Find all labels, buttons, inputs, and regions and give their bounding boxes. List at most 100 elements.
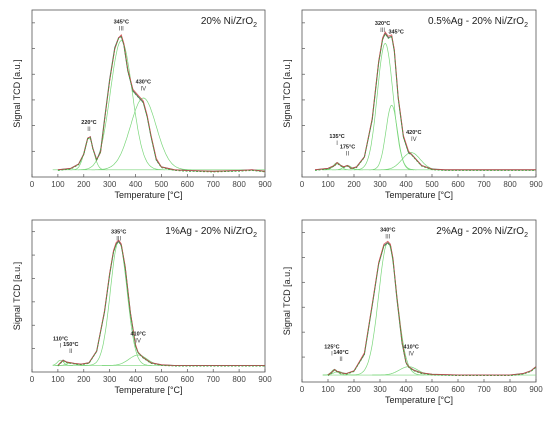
gaussian-component-3 <box>354 42 417 171</box>
gaussian-component-1 <box>52 359 73 366</box>
x-axis-label: Temperature [°C] <box>114 190 182 200</box>
peak-temperature-label: 220°C <box>81 120 96 126</box>
peak-roman-label: II <box>69 349 73 355</box>
fit-curve <box>57 239 265 366</box>
peak-temperature-label: 320°C <box>375 21 390 27</box>
x-tick-label: 800 <box>503 385 517 394</box>
chart-panel-3: 0 100 200 300 400 500 600 700 800 900 Temperature … <box>12 219 272 395</box>
gaussian-component-4 <box>368 104 415 171</box>
peak-temperature-label: 410°C <box>130 331 145 337</box>
peak-roman-label: IV <box>408 352 414 358</box>
x-tick-label: 600 <box>181 180 195 189</box>
x-axis-label: Temperature [°C] <box>385 395 453 405</box>
x-tick-label: 200 <box>347 385 361 394</box>
plot-frame <box>301 219 537 383</box>
y-axis-label: Signal TCD [a.u.] <box>282 267 292 335</box>
x-tick-label: 200 <box>77 180 91 189</box>
x-tick-label: 800 <box>232 180 246 189</box>
x-tick-label: 500 <box>425 180 439 189</box>
plot-frame <box>301 9 537 178</box>
envelope-curve <box>57 241 265 367</box>
fit-curve <box>57 34 266 172</box>
peak-temperature-label: 430°C <box>136 80 151 86</box>
x-tick-label: 600 <box>451 180 465 189</box>
x-tick-label: 300 <box>373 385 387 394</box>
peak-temperature-label: 110°C <box>53 337 68 343</box>
chart-panel-2: 0 100 200 300 400 500 600 700 800 900 Temperature … <box>282 9 543 200</box>
x-tick-label: 700 <box>207 375 221 384</box>
x-tick-label: 100 <box>321 180 335 189</box>
chart-panel-4: 0 100 200 300 400 500 600 700 800 900 Temperature … <box>282 219 543 405</box>
fit-curve <box>314 31 536 171</box>
peak-temperature-label: 340°C <box>380 228 395 234</box>
x-tick-label: 600 <box>181 375 195 384</box>
chart-title: 1%Ag - 20% Ni/ZrO2 <box>165 226 257 239</box>
experimental-curve <box>57 240 265 367</box>
gaussian-component-3 <box>85 240 152 366</box>
peak-roman-label: I <box>60 344 62 350</box>
x-tick-label: 500 <box>425 385 439 394</box>
x-tick-label: 100 <box>51 375 65 384</box>
x-tick-label: 100 <box>321 385 335 394</box>
peak-roman-label: II <box>87 127 91 133</box>
x-tick-label: 700 <box>477 385 491 394</box>
x-axis-label: Temperature [°C] <box>385 190 453 200</box>
x-tick-label: 900 <box>529 180 543 189</box>
peak-roman-label: II <box>339 357 343 363</box>
x-axis-label: Temperature [°C] <box>114 385 182 395</box>
chart-title-subscript: 2 <box>253 232 257 239</box>
x-tick-label: 0 <box>30 180 35 189</box>
peak-temperature-label: 345°C <box>114 19 129 25</box>
chart-title-subscript: 2 <box>524 232 528 239</box>
peak-roman-label: IV <box>411 137 417 143</box>
peak-roman-label: III <box>119 26 124 32</box>
peak-roman-label: III <box>385 235 390 241</box>
chart-title: 2%Ag - 20% Ni/ZrO2 <box>436 226 528 239</box>
experimental-curve <box>327 241 537 376</box>
peak-roman-label: IV <box>135 338 141 344</box>
gaussian-component-5 <box>374 152 448 171</box>
x-tick-label: 400 <box>399 385 413 394</box>
x-tick-label: 900 <box>258 180 272 189</box>
x-tick-label: 300 <box>103 375 117 384</box>
x-tick-label: 100 <box>51 180 65 189</box>
peak-roman-label: III <box>380 28 385 34</box>
x-tick-label: 0 <box>300 180 305 189</box>
chart-title-subscript: 2 <box>253 22 257 29</box>
peak-temperature-label: 140°C <box>333 350 348 356</box>
plot-frame <box>31 9 266 178</box>
chart-title-subscript: 2 <box>524 22 528 29</box>
x-tick-label: 400 <box>129 180 143 189</box>
chart-title: 20% Ni/ZrO2 <box>201 16 257 29</box>
y-axis-label: Signal TCD [a.u.] <box>12 262 22 330</box>
plot-frame <box>31 219 266 373</box>
peak-roman-label: I <box>331 352 333 358</box>
chart-title: 0.5%Ag - 20% Ni/ZrO2 <box>428 16 528 29</box>
experimental-curve <box>57 35 266 172</box>
y-axis-label: Signal TCD [a.u.] <box>12 59 22 127</box>
x-tick-label: 900 <box>258 375 272 384</box>
fit-curve <box>327 240 537 376</box>
peak-temperature-label: 175°C <box>340 144 355 150</box>
y-axis-label: Signal TCD [a.u.] <box>282 59 292 127</box>
x-tick-label: 400 <box>129 375 143 384</box>
chart-panel-1: 0 100 200 300 400 500 600 700 800 900 Temperature … <box>12 9 272 200</box>
peak-roman-label: I <box>336 141 338 147</box>
x-tick-label: 0 <box>30 375 35 384</box>
gaussian-component-4 <box>372 366 445 376</box>
x-tick-label: 700 <box>207 180 221 189</box>
x-tick-label: 200 <box>347 180 361 189</box>
peak-roman-label: IV <box>140 87 146 93</box>
envelope-curve <box>327 242 537 377</box>
x-tick-label: 800 <box>232 375 246 384</box>
x-tick-label: 300 <box>373 180 387 189</box>
x-tick-label: 900 <box>529 385 543 394</box>
peak-temperature-label: 135°C <box>329 134 344 140</box>
peak-temperature-label: 335°C <box>111 229 126 235</box>
peak-temperature-label: 150°C <box>63 342 78 348</box>
x-tick-label: 400 <box>399 180 413 189</box>
x-tick-label: 500 <box>155 375 169 384</box>
peak-temperature-label: 410°C <box>404 345 419 351</box>
x-tick-label: 0 <box>300 385 305 394</box>
